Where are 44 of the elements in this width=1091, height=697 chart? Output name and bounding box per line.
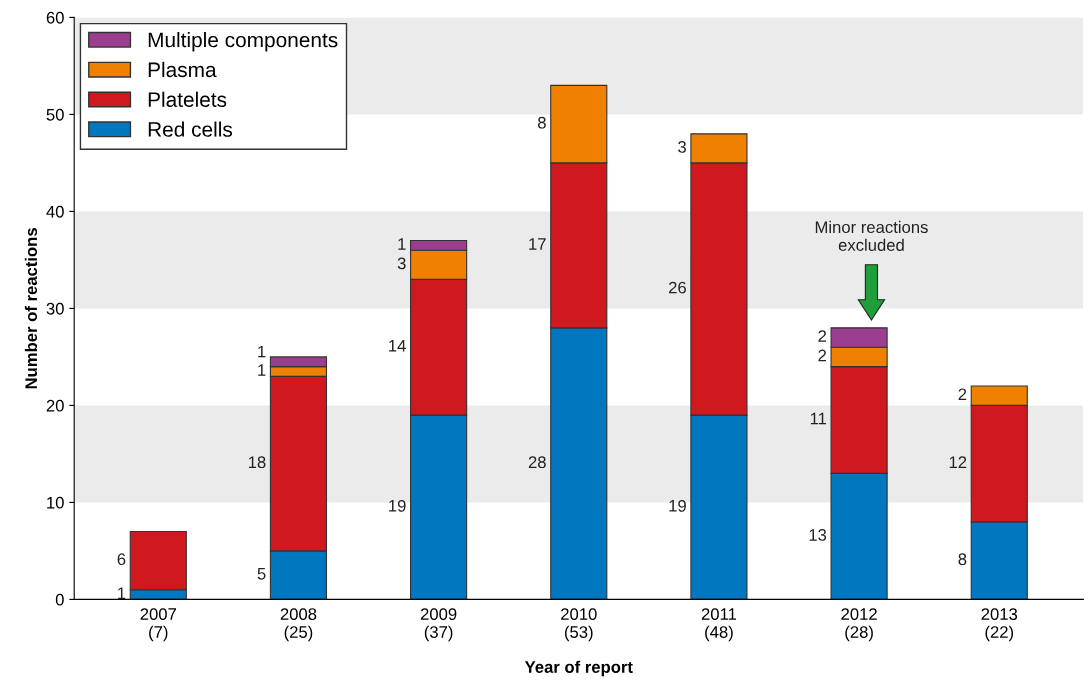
- x-tick-label: 2010 (53): [561, 608, 597, 642]
- data-label: 2: [818, 349, 827, 362]
- annotation: Minor reactions excluded: [815, 220, 928, 251]
- data-label: 3: [397, 257, 406, 270]
- legend-label: Plasma: [148, 61, 217, 78]
- legend-label: Platelets: [148, 91, 227, 107]
- data-label: 26: [669, 281, 686, 294]
- data-label: 12: [949, 456, 967, 468]
- x-tick-label: 2011 (48): [701, 608, 737, 642]
- legend-label: Red cells: [148, 121, 233, 137]
- data-label: 13: [809, 529, 827, 541]
- x-tick-label: 2012 (28): [841, 608, 877, 642]
- y-tick-label: 10: [47, 496, 64, 509]
- data-label: 8: [537, 116, 546, 129]
- y-tick-label: 20: [46, 399, 64, 412]
- data-label: 1: [118, 587, 126, 599]
- x-tick-label: 2013 (22): [981, 608, 1018, 642]
- data-label: 5: [257, 568, 266, 580]
- legend-label: Multiple components: [148, 32, 338, 52]
- data-label: 1: [258, 364, 266, 376]
- data-label: 1: [258, 345, 266, 358]
- y-tick-label: 0: [55, 593, 64, 606]
- data-label: 6: [117, 553, 126, 566]
- data-label: 18: [248, 456, 266, 469]
- x-tick-label: 2008 (25): [280, 608, 317, 642]
- data-label: 28: [528, 456, 546, 469]
- y-axis-title: Number of reactions: [24, 228, 38, 389]
- data-label: 19: [389, 499, 406, 512]
- data-label: 17: [529, 238, 546, 250]
- y-tick-label: 50: [46, 108, 64, 121]
- data-label: 1: [398, 238, 406, 250]
- data-label: 2: [818, 330, 827, 342]
- data-label: 8: [958, 553, 967, 566]
- y-tick-label: 40: [46, 205, 64, 218]
- y-tick-label: 30: [46, 302, 64, 315]
- data-label: 2: [958, 388, 967, 401]
- data-label: 3: [678, 141, 686, 153]
- y-tick-label: 60: [46, 11, 64, 24]
- x-axis-title: Year of report: [524, 660, 633, 677]
- data-label: 14: [389, 340, 406, 352]
- data-label: 11: [810, 412, 827, 425]
- x-tick-label: 2007 (7): [140, 608, 176, 642]
- data-label: 19: [669, 499, 686, 512]
- x-tick-label: 2009 (37): [420, 608, 457, 642]
